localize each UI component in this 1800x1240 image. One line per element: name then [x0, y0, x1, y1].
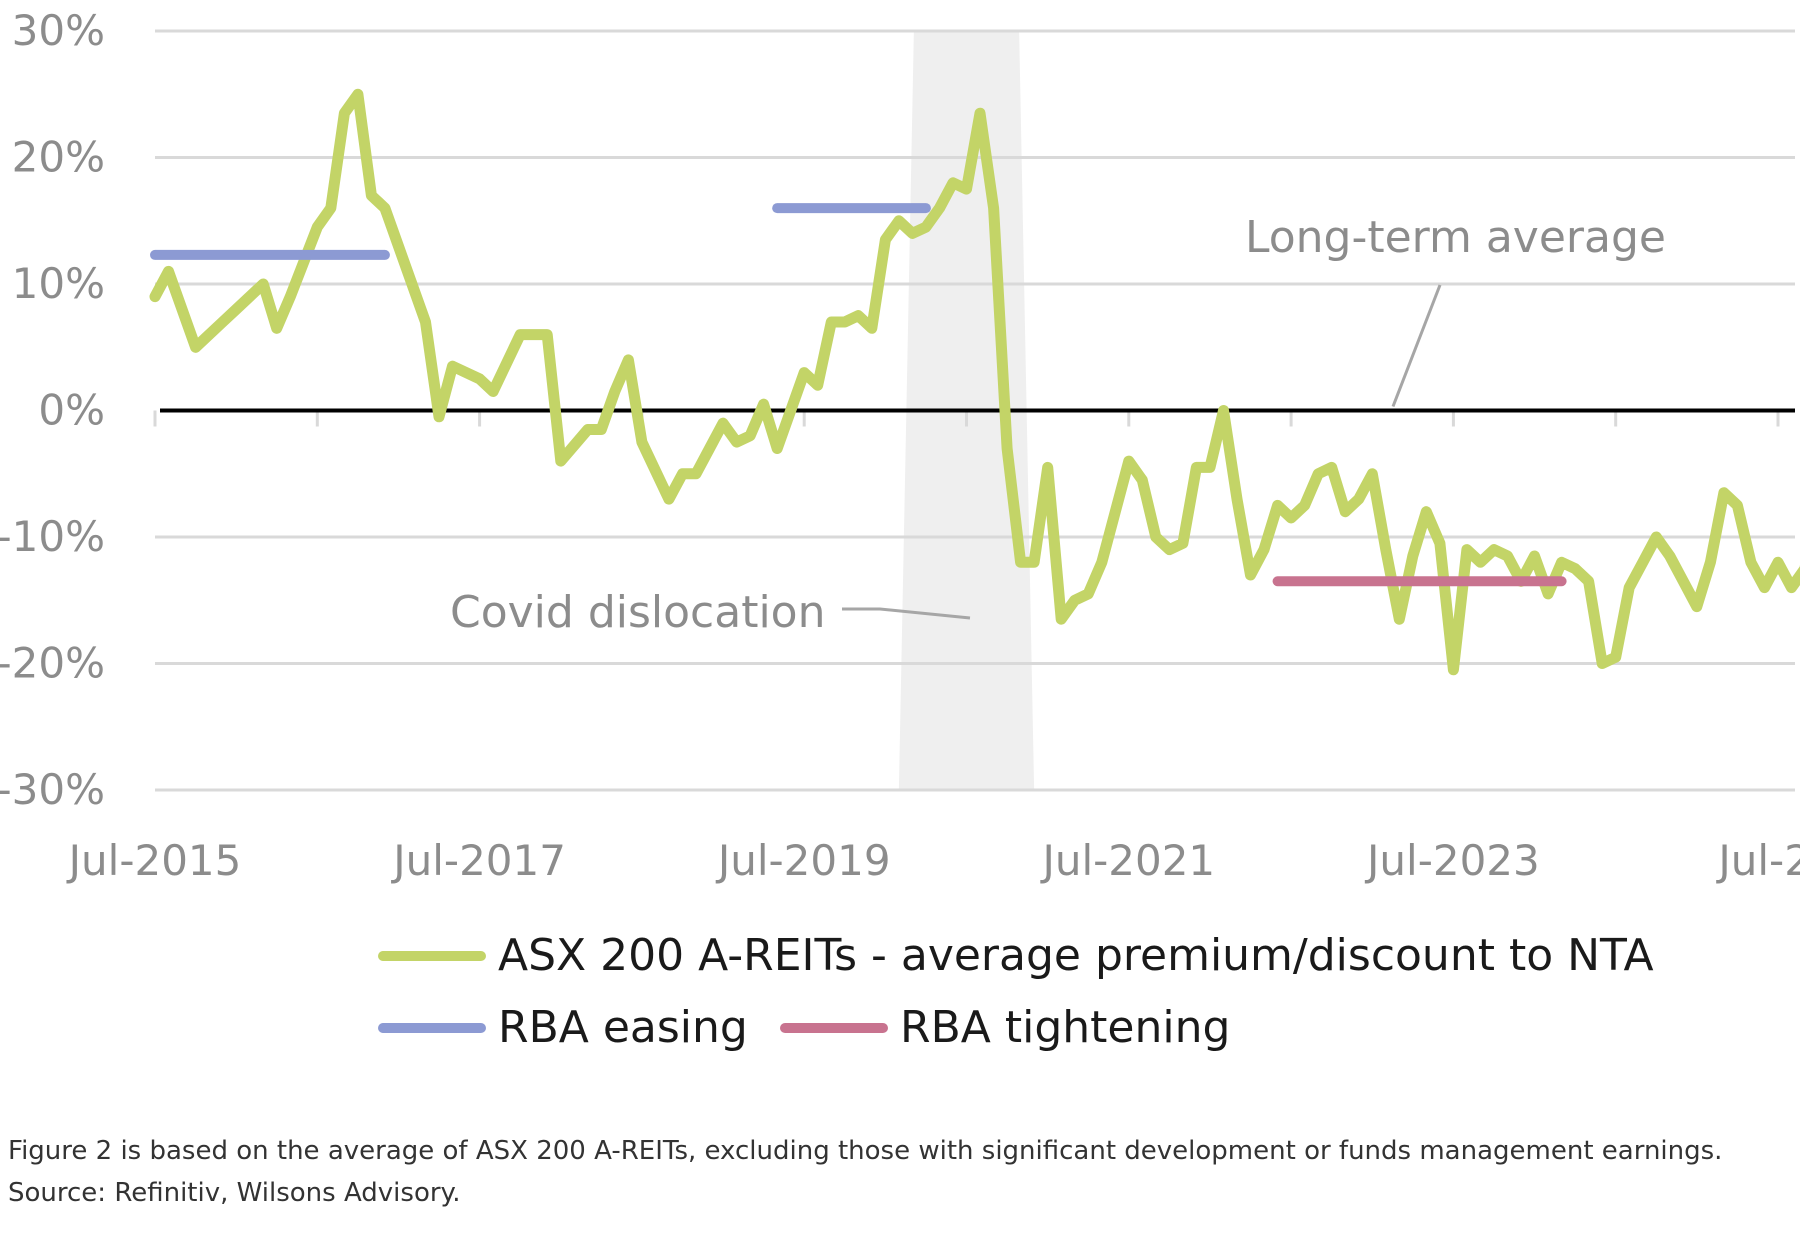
chart: 30% 20% 10% 0% -10% -20% -30% Jul-2015 Jul-2017… [0, 6, 1800, 885]
legend-item-easing: RBA easing [378, 1002, 748, 1053]
legend-swatch-tightening [780, 1022, 888, 1033]
annotation-leader-covid [842, 607, 971, 620]
x-tick-label: Jul-2021 [1039, 836, 1215, 885]
legend-label-main: ASX 200 A-REITs - average premium/discou… [498, 930, 1654, 981]
x-tick-label: Jul-2015 [66, 836, 242, 885]
annotation-covid-dislocation: Covid dislocation [450, 587, 825, 638]
y-tick-label: 10% [12, 259, 105, 308]
y-tick-label: 30% [12, 6, 105, 55]
y-tick-label: 20% [12, 133, 105, 182]
legend-label-tightening: RBA tightening [900, 1002, 1231, 1053]
legend-item-tightening: RBA tightening [780, 1002, 1230, 1053]
x-tick-label: Jul-2023 [1364, 836, 1540, 885]
legend-label-easing: RBA easing [498, 1002, 748, 1053]
x-tick-label: Jul-2019 [715, 836, 891, 885]
y-tick-label: -30% [0, 765, 105, 814]
chart-svg: 30% 20% 10% 0% -10% -20% -30% Jul-2015 Jul-2017… [0, 6, 1800, 885]
legend-swatch-easing [378, 1022, 486, 1033]
y-tick-label: -10% [0, 512, 105, 561]
y-tick-label: 0% [38, 386, 105, 435]
annotation-long-term-average: Long-term average [1245, 212, 1666, 263]
footnote: Figure 2 is based on the average of ASX … [8, 1130, 1793, 1214]
x-tick-label: Jul-20 [1715, 836, 1800, 885]
legend-item-main: ASX 200 A-REITs - average premium/discou… [378, 930, 1654, 981]
y-tick-label: -20% [0, 639, 105, 688]
footnote-line-1: Figure 2 is based on the average of ASX … [8, 1136, 1723, 1166]
footnote-line-2: Source: Refinitiv, Wilsons Advisory. [8, 1178, 461, 1208]
x-tick-label: Jul-2017 [390, 836, 566, 885]
legend-swatch-main [378, 950, 486, 961]
annotation-leader-long-term [1391, 284, 1442, 408]
legend: ASX 200 A-REITs - average premium/discou… [0, 930, 1800, 1090]
